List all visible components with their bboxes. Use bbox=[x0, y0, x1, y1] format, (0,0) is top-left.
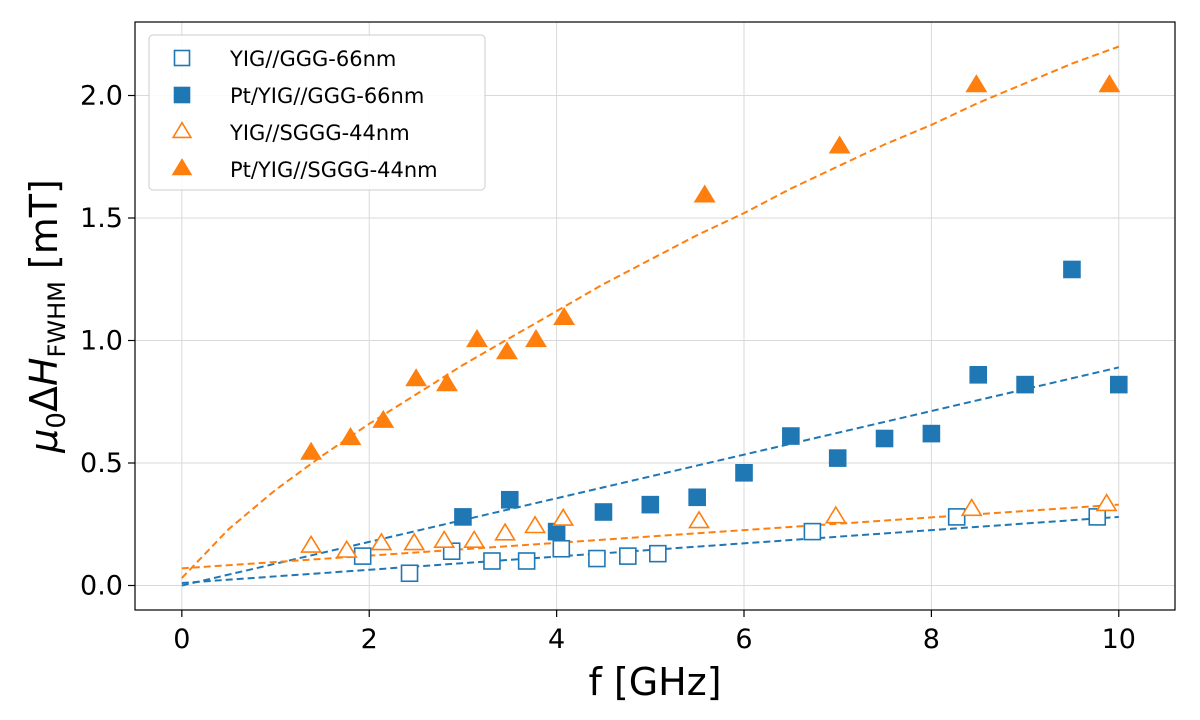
data-point-yig-sggg-44nm bbox=[494, 522, 517, 541]
x-axis-ticks: 0 2 4 6 8 10 bbox=[173, 610, 1136, 655]
data-point-pt-yig-sggg-44nm bbox=[693, 184, 716, 203]
data-point-pt-yig-ggg-66nm bbox=[1063, 260, 1081, 279]
data-point-yig-sggg-44nm bbox=[300, 534, 323, 553]
data-point-pt-yig-sggg-44nm bbox=[436, 373, 458, 392]
data-point-yig-sggg-44nm bbox=[524, 515, 547, 534]
y-axis-label: μ0ΔHFWHM [mT] bbox=[22, 179, 72, 454]
data-point-pt-yig-sggg-44nm bbox=[339, 427, 362, 446]
x-tick-label: 10 bbox=[1102, 624, 1136, 655]
x-tick-label: 2 bbox=[361, 624, 378, 655]
data-point-yig-sggg-44nm bbox=[403, 532, 426, 551]
data-point-pt-yig-ggg-66nm bbox=[1109, 375, 1128, 394]
data-point-yig-sggg-44nm bbox=[688, 510, 711, 529]
data-point-yig-ggg-66nm bbox=[353, 547, 372, 565]
data-point-yig-ggg-66nm bbox=[803, 522, 822, 541]
data-point-yig-ggg-66nm bbox=[483, 552, 501, 570]
data-point-pt-yig-sggg-44nm bbox=[495, 341, 518, 360]
data-point-pt-yig-sggg-44nm bbox=[466, 329, 488, 348]
data-point-yig-ggg-66nm bbox=[947, 508, 966, 526]
data-point-yig-sggg-44nm bbox=[370, 532, 393, 551]
data-point-pt-yig-ggg-66nm bbox=[454, 508, 472, 526]
legend-marker-pt-yig-ggg-66nm bbox=[173, 86, 191, 104]
data-point-pt-yig-ggg-66nm bbox=[547, 522, 566, 541]
data-point-pt-yig-ggg-66nm bbox=[735, 463, 753, 482]
data-point-pt-yig-sggg-44nm bbox=[828, 135, 851, 154]
data-point-pt-yig-ggg-66nm bbox=[688, 488, 706, 507]
legend-label-yig-sggg-44nm: YIG//SGGG-44nm bbox=[229, 121, 410, 145]
legend-label-pt-yig-ggg-66nm: Pt/YIG//GGG-66nm bbox=[230, 84, 424, 108]
data-point-yig-ggg-66nm bbox=[649, 544, 667, 563]
fit-line-pt-yig-sggg-44nm bbox=[181, 45, 1120, 579]
data-point-yig-ggg-66nm bbox=[552, 539, 571, 558]
y-tick-label: 2.0 bbox=[80, 81, 123, 112]
data-point-yig-ggg-66nm bbox=[1088, 508, 1107, 526]
x-tick-label: 0 bbox=[173, 624, 190, 655]
legend-marker-yig-sggg-44nm bbox=[171, 121, 193, 139]
data-point-pt-yig-ggg-66nm bbox=[782, 427, 800, 445]
data-points bbox=[300, 74, 1128, 583]
legend-box bbox=[148, 34, 486, 191]
data-point-pt-yig-sggg-44nm bbox=[525, 329, 547, 348]
data-point-yig-ggg-66nm bbox=[400, 564, 419, 583]
data-point-yig-ggg-66nm bbox=[588, 549, 606, 568]
data-point-pt-yig-ggg-66nm bbox=[875, 429, 894, 448]
legend-marker-yig-ggg-66nm bbox=[173, 49, 191, 67]
y-tick-label: 0.5 bbox=[80, 448, 123, 479]
data-point-pt-yig-sggg-44nm bbox=[965, 74, 988, 93]
x-tick-label: 8 bbox=[923, 624, 940, 655]
data-point-pt-yig-ggg-66nm bbox=[594, 503, 613, 521]
data-point-yig-sggg-44nm bbox=[824, 505, 847, 524]
data-point-yig-sggg-44nm bbox=[463, 529, 486, 549]
data-point-pt-yig-sggg-44nm bbox=[553, 306, 576, 326]
y-tick-label: 1.5 bbox=[80, 203, 123, 234]
y-tick-label: 1.0 bbox=[80, 326, 123, 357]
y-tick-label: 0.0 bbox=[80, 571, 123, 602]
data-point-pt-yig-ggg-66nm bbox=[1016, 375, 1034, 394]
data-point-yig-sggg-44nm bbox=[552, 507, 575, 526]
data-point-pt-yig-ggg-66nm bbox=[641, 495, 660, 514]
x-tick-label: 6 bbox=[735, 624, 752, 655]
data-point-pt-yig-ggg-66nm bbox=[828, 449, 847, 467]
y-axis-ticks: 0.0 0.5 1.0 1.5 2.0 bbox=[80, 81, 135, 602]
legend: YIG//GGG-66nm Pt/YIG//GGG-66nm YIG//SGGG-4… bbox=[148, 34, 486, 191]
legend-marker-pt-yig-sggg-44nm bbox=[171, 158, 193, 176]
data-point-yig-sggg-44nm bbox=[960, 498, 983, 517]
data-point-pt-yig-ggg-66nm bbox=[500, 490, 519, 509]
fit-line-yig-ggg-66nm bbox=[181, 515, 1119, 584]
data-point-yig-sggg-44nm bbox=[1095, 493, 1118, 512]
x-axis-label: f [GHz] bbox=[588, 660, 721, 704]
data-point-yig-ggg-66nm bbox=[619, 547, 637, 565]
data-point-pt-yig-sggg-44nm bbox=[1098, 74, 1121, 93]
fit-line-pt-yig-ggg-66nm bbox=[181, 366, 1120, 587]
data-point-pt-yig-sggg-44nm bbox=[405, 368, 428, 387]
data-point-yig-sggg-44nm bbox=[335, 539, 358, 558]
data-point-pt-yig-ggg-66nm bbox=[922, 424, 941, 443]
data-point-pt-yig-sggg-44nm bbox=[300, 441, 323, 460]
data-point-yig-sggg-44nm bbox=[433, 529, 456, 549]
plot-frame bbox=[134, 21, 1176, 611]
data-point-yig-ggg-66nm bbox=[517, 552, 536, 570]
data-point-pt-yig-ggg-66nm bbox=[969, 365, 988, 384]
legend-label-yig-ggg-66nm: YIG//GGG-66nm bbox=[229, 47, 396, 71]
legend-label-pt-yig-sggg-44nm: Pt/YIG//SGGG-44nm bbox=[230, 158, 438, 182]
data-point-pt-yig-sggg-44nm bbox=[372, 409, 395, 428]
x-tick-label: 4 bbox=[548, 624, 565, 655]
